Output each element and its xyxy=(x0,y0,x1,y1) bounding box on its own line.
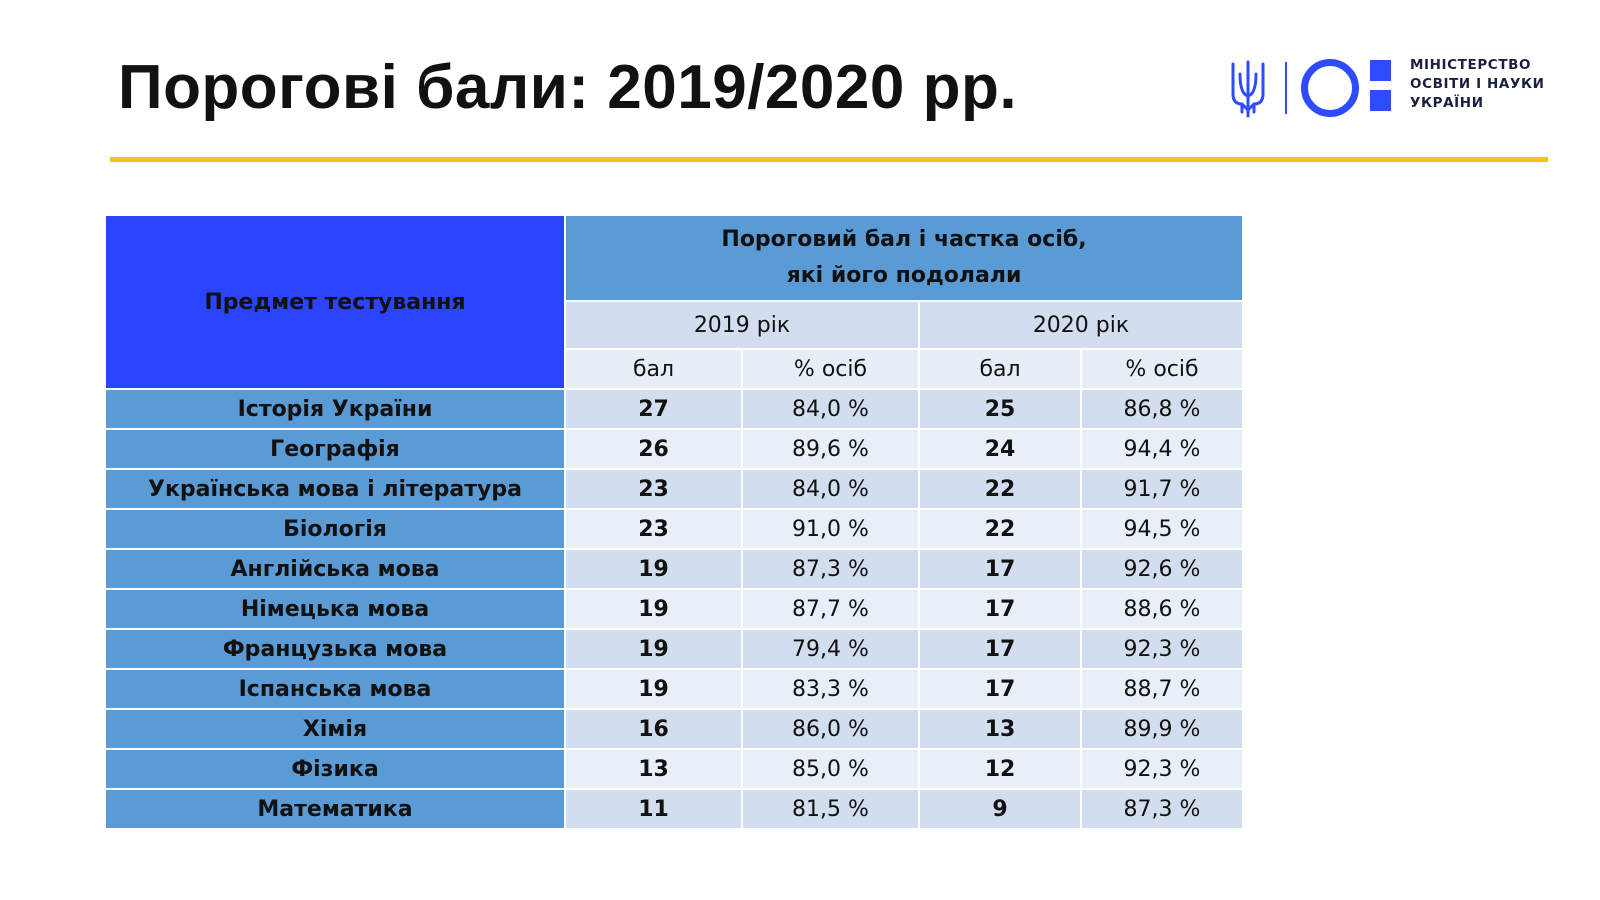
score-2019-cell: 13 xyxy=(566,750,743,790)
score-2020-cell: 13 xyxy=(920,710,1082,750)
table-row: Іспанська мова 19 83,3 % 17 88,7 % xyxy=(106,670,1244,710)
table-row: Історія України 27 84,0 % 25 86,8 % xyxy=(106,390,1244,430)
trident-icon xyxy=(1231,60,1265,118)
score-2019-cell: 19 xyxy=(566,630,743,670)
percent-2020-cell: 89,9 % xyxy=(1082,710,1244,750)
column-header-percent: % осіб xyxy=(1082,350,1244,390)
percent-2019-cell: 86,0 % xyxy=(743,710,920,750)
subject-cell: Хімія xyxy=(106,710,566,750)
score-2020-cell: 17 xyxy=(920,550,1082,590)
score-2020-cell: 17 xyxy=(920,670,1082,710)
ring-icon xyxy=(1301,59,1359,117)
main-header: Пороговий бал і частка осіб, які його по… xyxy=(566,216,1244,302)
percent-2020-cell: 88,7 % xyxy=(1082,670,1244,710)
percent-2019-cell: 89,6 % xyxy=(743,430,920,470)
score-2020-cell: 17 xyxy=(920,630,1082,670)
subject-cell: Фізика xyxy=(106,750,566,790)
table-row: Українська мова і література 23 84,0 % 22 91… xyxy=(106,470,1244,510)
subject-cell: Німецька мова xyxy=(106,590,566,630)
score-2020-cell: 24 xyxy=(920,430,1082,470)
percent-2019-cell: 87,3 % xyxy=(743,550,920,590)
main-header-line: Пороговий бал і частка осіб, xyxy=(721,227,1087,252)
square-icon xyxy=(1370,60,1391,81)
subject-cell: Історія України xyxy=(106,390,566,430)
score-2020-cell: 25 xyxy=(920,390,1082,430)
ministry-name: МІНІСТЕРСТВО ОСВІТИ І НАУКИ УКРАЇНИ xyxy=(1410,56,1545,113)
subject-cell: Французька мова xyxy=(106,630,566,670)
table-row: Фізика 13 85,0 % 12 92,3 % xyxy=(106,750,1244,790)
subject-cell: Англійська мова xyxy=(106,550,566,590)
percent-2020-cell: 86,8 % xyxy=(1082,390,1244,430)
table-row: Математика 11 81,5 % 9 87,3 % xyxy=(106,790,1244,830)
score-2020-cell: 22 xyxy=(920,510,1082,550)
score-2019-cell: 11 xyxy=(566,790,743,830)
ministry-name-line: МІНІСТЕРСТВО xyxy=(1410,57,1532,73)
percent-2020-cell: 94,4 % xyxy=(1082,430,1244,470)
title-underline xyxy=(110,157,1548,162)
subject-cell: Біологія xyxy=(106,510,566,550)
percent-2019-cell: 84,0 % xyxy=(743,390,920,430)
score-2019-cell: 16 xyxy=(566,710,743,750)
ministry-logo: МІНІСТЕРСТВО ОСВІТИ І НАУКИ УКРАЇНИ xyxy=(1228,56,1568,120)
table-row: Французька мова 19 79,4 % 17 92,3 % xyxy=(106,630,1244,670)
subject-header: Предмет тестування xyxy=(106,216,566,390)
score-2019-cell: 23 xyxy=(566,510,743,550)
score-2019-cell: 19 xyxy=(566,590,743,630)
score-2020-cell: 17 xyxy=(920,590,1082,630)
percent-2020-cell: 87,3 % xyxy=(1082,790,1244,830)
percent-2019-cell: 83,3 % xyxy=(743,670,920,710)
threshold-scores-table: Предмет тестування Пороговий бал і частк… xyxy=(106,216,1244,830)
subject-cell: Географія xyxy=(106,430,566,470)
score-2020-cell: 22 xyxy=(920,470,1082,510)
ministry-name-line: ОСВІТИ І НАУКИ xyxy=(1410,76,1545,92)
percent-2020-cell: 92,3 % xyxy=(1082,630,1244,670)
percent-2019-cell: 87,7 % xyxy=(743,590,920,630)
subject-cell: Іспанська мова xyxy=(106,670,566,710)
year-header-2020: 2020 рік xyxy=(920,302,1244,350)
year-header-2019: 2019 рік xyxy=(566,302,920,350)
score-2020-cell: 9 xyxy=(920,790,1082,830)
subject-cell: Математика xyxy=(106,790,566,830)
percent-2019-cell: 84,0 % xyxy=(743,470,920,510)
percent-2020-cell: 92,3 % xyxy=(1082,750,1244,790)
score-2019-cell: 26 xyxy=(566,430,743,470)
score-2020-cell: 12 xyxy=(920,750,1082,790)
table-row: Англійська мова 19 87,3 % 17 92,6 % xyxy=(106,550,1244,590)
percent-2020-cell: 88,6 % xyxy=(1082,590,1244,630)
table-row: Географія 26 89,6 % 24 94,4 % xyxy=(106,430,1244,470)
percent-2019-cell: 91,0 % xyxy=(743,510,920,550)
percent-2019-cell: 85,0 % xyxy=(743,750,920,790)
percent-2020-cell: 91,7 % xyxy=(1082,470,1244,510)
subject-cell: Українська мова і література xyxy=(106,470,566,510)
table-row: Німецька мова 19 87,7 % 17 88,6 % xyxy=(106,590,1244,630)
column-header-score: бал xyxy=(920,350,1082,390)
percent-2019-cell: 79,4 % xyxy=(743,630,920,670)
percent-2020-cell: 94,5 % xyxy=(1082,510,1244,550)
score-2019-cell: 19 xyxy=(566,670,743,710)
score-2019-cell: 23 xyxy=(566,470,743,510)
score-2019-cell: 19 xyxy=(566,550,743,590)
table-row: Біологія 23 91,0 % 22 94,5 % xyxy=(106,510,1244,550)
square-icon xyxy=(1370,90,1391,111)
ministry-name-line: УКРАЇНИ xyxy=(1410,95,1484,111)
page-title: Порогові бали: 2019/2020 рр. xyxy=(118,53,1018,122)
logo-divider xyxy=(1285,62,1287,114)
table-row: Хімія 16 86,0 % 13 89,9 % xyxy=(106,710,1244,750)
percent-2019-cell: 81,5 % xyxy=(743,790,920,830)
score-2019-cell: 27 xyxy=(566,390,743,430)
column-header-score: бал xyxy=(566,350,743,390)
percent-2020-cell: 92,6 % xyxy=(1082,550,1244,590)
column-header-percent: % осіб xyxy=(743,350,920,390)
main-header-line: які його подолали xyxy=(786,263,1022,288)
